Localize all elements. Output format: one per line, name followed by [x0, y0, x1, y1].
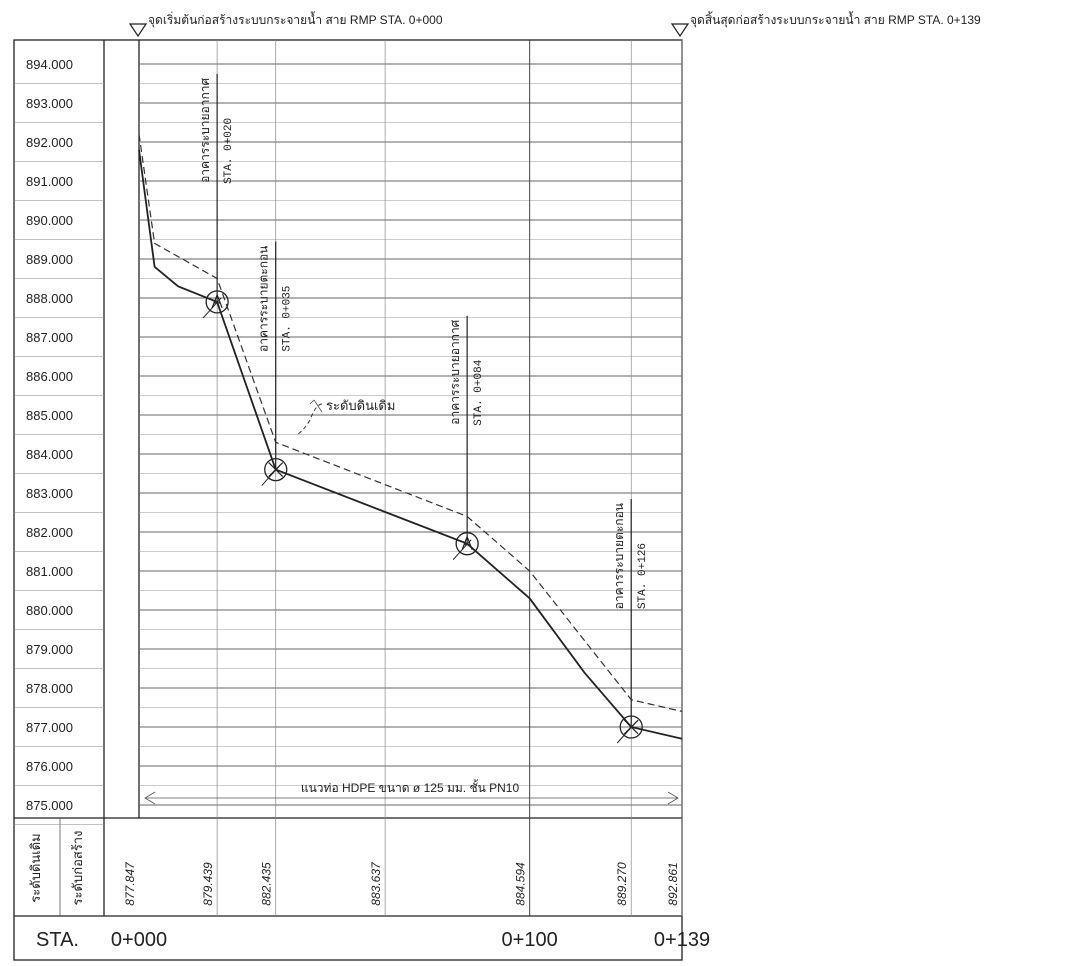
elevation-label: 882.000 [26, 525, 73, 540]
elevation-label: 888.000 [26, 291, 73, 306]
row-label-ground: ระดับดินเดิม [28, 833, 43, 902]
elevation-label: 889.000 [26, 252, 73, 267]
structure-name: อาคารระบายอากาศ [198, 78, 212, 183]
elevation-label: 890.000 [26, 213, 73, 228]
structure-sta: STA. 0+084 [473, 359, 485, 425]
elevation-label: 877.000 [26, 720, 73, 735]
elevation-label: 879.000 [26, 642, 73, 657]
table-value: 884.594 [514, 862, 528, 906]
structure-sta: STA. 0+020 [223, 118, 235, 184]
elevation-label: 892.000 [26, 135, 73, 150]
sta-value: 0+100 [502, 929, 558, 951]
sta-values: 0+000 0+100 0+139 [111, 929, 710, 951]
structure-name: อาคารระบายอากาศ [448, 319, 462, 424]
sta-value: 0+000 [111, 929, 167, 951]
ground-label-curve [297, 403, 323, 435]
start-marker-icon [128, 23, 148, 38]
structure-tick [261, 465, 281, 486]
pipe-label: แนวท่อ HDPE ขนาด ø 125 มม. ชั้น PN10 [301, 779, 520, 795]
elevation-gridlines [14, 63, 682, 825]
structure-circle [264, 457, 288, 482]
start-note: จุดเริ่มต้นก่อสร้างระบบกระจายน้ำ สาย RMP… [148, 11, 443, 28]
structure-sta: STA. 0+126 [637, 543, 649, 609]
drawing-frame [13, 39, 683, 961]
elevation-label: 876.000 [26, 759, 73, 774]
sta-label: STA. [36, 929, 79, 951]
structure-circle [619, 715, 643, 739]
elevation-label: 880.000 [26, 603, 73, 618]
structure-marker: อาคารระบายตะกอน STA. 0+035 [257, 241, 294, 486]
ground-label-leader [309, 399, 323, 413]
ground-label: ระดับดินเดิม [326, 398, 395, 413]
table-value: 877.847 [123, 861, 137, 906]
structure-name: อาคารระบายตะกอน [612, 503, 626, 609]
elevation-label: 878.000 [26, 681, 73, 696]
structure-circle [205, 290, 229, 314]
row-label-construct: ระดับก่อสร้าง [70, 831, 85, 906]
structure-marker: อาคารระบายอากาศ STA. 0+020 [198, 73, 235, 319]
pipe-dim-arrow-right-icon [667, 791, 679, 805]
structure-tick [452, 539, 472, 561]
elevation-label: 883.000 [26, 486, 73, 501]
pipe-dim-arrow-left-icon [144, 791, 156, 805]
structure-tick [202, 297, 222, 319]
structures: อาคารระบายอากาศ STA. 0+020 อาคารระบายตะกอน… [198, 73, 649, 744]
end-marker-icon [670, 23, 690, 38]
structure-sta: STA. 0+035 [282, 286, 294, 352]
table-value: 889.270 [615, 862, 629, 906]
elevation-label: 887.000 [26, 330, 73, 345]
table-value: 882.435 [260, 862, 274, 906]
elevation-label: 885.000 [26, 408, 73, 423]
elevation-label: 884.000 [26, 447, 73, 462]
elevation-label: 886.000 [26, 369, 73, 384]
structure-marker: อาคารระบายอากาศ STA. 0+084 [448, 315, 485, 561]
elevation-label: 891.000 [26, 174, 73, 189]
table-value: 879.439 [201, 862, 215, 906]
elevation-label: 894.000 [26, 57, 73, 72]
structure-tick [616, 722, 636, 744]
structure-marker: อาคารระบายตะกอน STA. 0+126 [612, 499, 649, 744]
table-values: 877.847 879.439 882.435 883.637 884.594 889.2… [123, 861, 680, 906]
table-value: 892.861 [666, 862, 680, 905]
pipe-profile-line [138, 149, 683, 740]
elevation-label: 875.000 [26, 798, 73, 813]
elevation-label: 893.000 [26, 96, 73, 111]
end-note: จุดสิ้นสุดก่อสร้างระบบกระจายน้ำ สาย RMP … [690, 11, 981, 28]
structure-name: อาคารระบายตะกอน [257, 246, 271, 352]
elevation-label: 881.000 [26, 564, 73, 579]
table-value: 883.637 [369, 861, 383, 906]
structure-circle [455, 532, 479, 556]
elevation-labels: 894.000 893.000 892.000 891.000 890.000 889.0… [26, 57, 73, 813]
existing-ground-line [138, 134, 683, 712]
sta-value: 0+139 [654, 929, 710, 951]
